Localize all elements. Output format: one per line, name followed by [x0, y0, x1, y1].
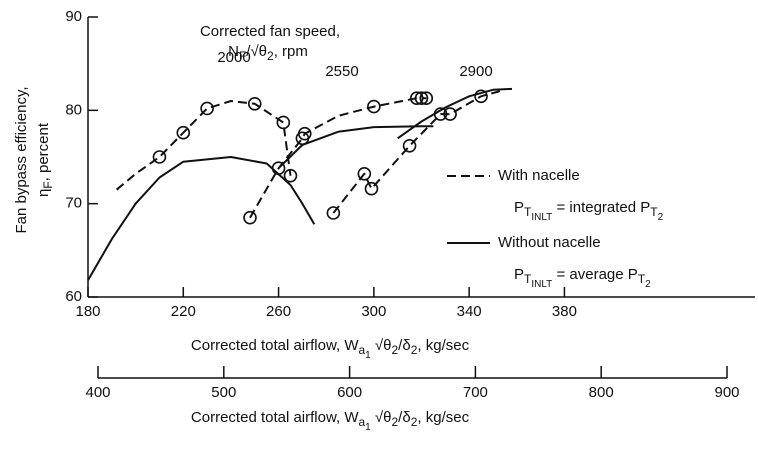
curve [277, 125, 434, 169]
data-point [433, 107, 448, 121]
y-axis-label: ηF, percent [35, 122, 55, 197]
curve [87, 156, 316, 281]
x2-axis-label-part: 2 [411, 415, 418, 429]
legend-formula-part: T [524, 205, 532, 219]
legend-formula: PTINLT = average PT2 [514, 266, 651, 290]
data-point [271, 161, 286, 175]
x2-axis-label-part: √θ [371, 409, 392, 426]
curve [397, 87, 513, 140]
annotation-part: 2 [267, 49, 274, 63]
annotation: Corrected fan speed, [200, 23, 340, 40]
x-tick-label: 380 [552, 303, 577, 320]
annotation-part: N [228, 43, 239, 60]
legend-formula-part: T [638, 272, 646, 286]
legend-formula-part: INLT [531, 279, 552, 290]
x2-axis-label-part: Corrected total airflow, W [191, 409, 359, 426]
data-point [443, 107, 457, 121]
x-tick-label: 340 [457, 303, 482, 320]
x-axis-label-part: √θ [371, 337, 392, 354]
x2-tick-label: 800 [589, 384, 614, 401]
curve-label: 2000 [217, 49, 250, 66]
x-axis-label-part: , kg/sec [417, 337, 469, 354]
legend-formula-part: INLT [531, 212, 552, 223]
data-point [367, 99, 381, 114]
x2-axis-label-part: 1 [365, 422, 371, 433]
data-point [176, 125, 191, 140]
curve-label: 2550 [325, 63, 358, 80]
x-axis-label-part: 2 [391, 343, 398, 357]
data-point [247, 97, 262, 111]
y-axis-label-part: F [41, 181, 55, 188]
curve [115, 100, 292, 191]
legend-formula-part: = integrated P [552, 199, 650, 216]
data-point [152, 150, 167, 164]
x-axis-label-part: a [358, 343, 365, 357]
x-axis-label: Corrected total airflow, Wa1 √θ2/δ2, kg/… [191, 337, 470, 361]
curve [332, 88, 506, 214]
x-tick-label: 220 [171, 303, 196, 320]
data-point [409, 91, 424, 105]
data-point [297, 126, 312, 141]
x2-axis-label-part: a [358, 415, 365, 429]
x2-tick-label: 700 [463, 384, 488, 401]
legend-formula-part: T [650, 205, 658, 219]
legend-formula-part: T [524, 272, 532, 286]
data-point [414, 91, 429, 105]
y-axis-label: Fan bypass efficiency, [13, 86, 30, 233]
legend-formula-part: = average P [552, 266, 637, 283]
y-tick-label: 80 [65, 101, 82, 118]
legend-formula: PTINLT = integrated PT2 [514, 199, 664, 223]
curve-label: 2900 [459, 63, 492, 80]
legend-formula-part: 2 [645, 279, 651, 290]
x-axis-label-part: 1 [365, 350, 371, 361]
data-point [419, 91, 434, 105]
y-tick-label: 60 [65, 288, 82, 305]
x-tick-label: 260 [266, 303, 291, 320]
data-point [474, 89, 488, 104]
data-point [357, 167, 372, 181]
annotation: NF/√θ2, rpm [228, 43, 308, 63]
data-point [364, 181, 379, 196]
legend-label: With nacelle [498, 167, 580, 184]
x2-tick-label: 500 [211, 384, 236, 401]
data-point [283, 168, 298, 183]
x-axis-label-part: 2 [411, 343, 418, 357]
x2-tick-label: 600 [337, 384, 362, 401]
x2-tick-label: 400 [85, 384, 110, 401]
data-point [243, 210, 257, 225]
x2-axis-label-part: /δ [398, 409, 411, 426]
annotation-part: , rpm [274, 43, 308, 60]
legend-formula-part: 2 [658, 212, 664, 223]
x2-axis-label-part: 2 [391, 415, 398, 429]
y-tick-label: 70 [65, 195, 82, 212]
data-point [326, 206, 341, 220]
annotation-part: F [239, 49, 246, 63]
data-point [200, 101, 214, 116]
x-axis-label-part: Corrected total airflow, W [191, 337, 359, 354]
y-axis-label-part: , percent [35, 122, 52, 181]
annotation-part: /√θ [246, 43, 267, 60]
data-point [402, 139, 417, 153]
x-tick-label: 180 [75, 303, 100, 320]
legend-label: Without nacelle [498, 234, 601, 251]
y-axis-label-part: η [35, 189, 52, 197]
y-tick-label: 90 [65, 8, 82, 25]
legend-formula-part: P [514, 266, 524, 283]
legend-formula-part: P [514, 199, 524, 216]
x2-axis-label: Corrected total airflow, Wa1 √θ2/δ2, kg/… [191, 409, 470, 433]
x2-tick-label: 900 [714, 384, 739, 401]
data-point [276, 115, 291, 130]
curve [249, 97, 427, 219]
x-tick-label: 300 [361, 303, 386, 320]
x2-axis-label-part: , kg/sec [417, 409, 469, 426]
x-axis-label-part: /δ [398, 337, 411, 354]
